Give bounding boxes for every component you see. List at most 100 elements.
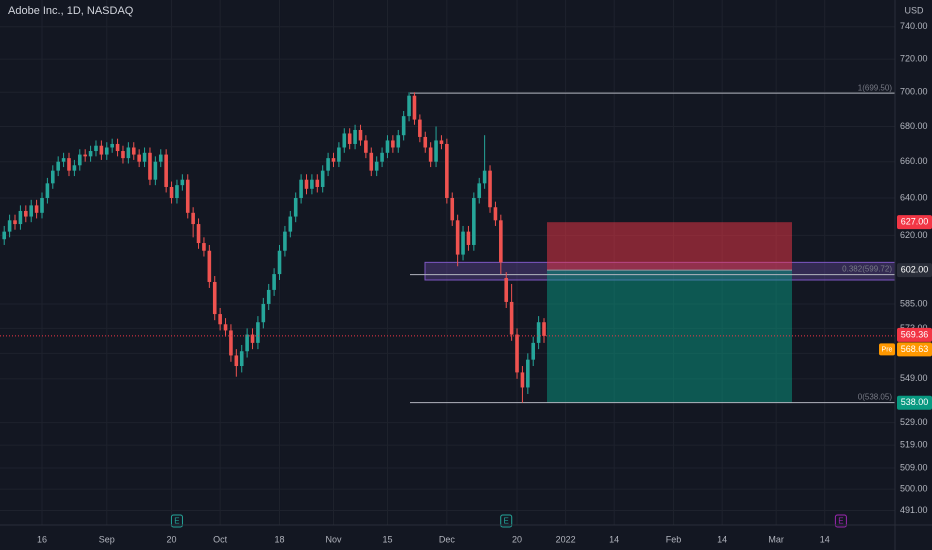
target-zone (547, 270, 792, 403)
candle-body (272, 274, 276, 290)
fib-label: 0.382(599.72) (842, 265, 892, 274)
candle-body (104, 147, 109, 155)
event-marker (170, 514, 183, 528)
candle-body (310, 179, 314, 189)
candle-body (482, 170, 487, 184)
event-label: E (504, 517, 509, 526)
candle-body (358, 129, 363, 141)
candle-body (169, 186, 174, 198)
candle-body (472, 197, 476, 245)
candle-body (493, 207, 498, 221)
candle-body (353, 129, 357, 144)
candle-body (488, 170, 492, 208)
x-tick-label: Nov (325, 534, 342, 544)
candle-body (121, 151, 125, 159)
candle-body (288, 216, 293, 232)
y-tick-label: 700.00 (900, 87, 928, 97)
y-tick-label: 640.00 (900, 192, 928, 202)
candle-body (223, 324, 228, 331)
y-tick-label: 585.00 (900, 298, 928, 308)
candle-body (34, 205, 39, 213)
candle-body (504, 278, 509, 302)
candle-body (148, 152, 152, 180)
candle-body (445, 143, 449, 198)
candle-body (461, 231, 465, 255)
candle-body (315, 179, 320, 187)
price-label-box (897, 263, 932, 278)
x-tick-label: 14 (609, 534, 619, 544)
candle-body (374, 161, 379, 171)
x-tick-label: Mar (768, 534, 784, 544)
candle-body (207, 250, 212, 282)
y-tick-label: 549.00 (900, 373, 928, 383)
candle-body (401, 116, 406, 136)
candle-body (137, 154, 141, 162)
candle-body (283, 231, 287, 251)
candle-body (326, 158, 330, 171)
candle-body (515, 334, 519, 373)
candle-body (202, 243, 206, 251)
candle-body (428, 147, 433, 162)
candle-body (536, 322, 541, 343)
candle-body (304, 179, 309, 189)
price-label: 538.00 (901, 397, 929, 407)
candle-body (45, 183, 50, 198)
candle-body (115, 143, 120, 152)
x-tick-label: Dec (439, 534, 456, 544)
x-tick-label: 2022 (556, 534, 576, 544)
candle-body (466, 231, 471, 245)
candle-body (239, 351, 244, 367)
candle-body (293, 197, 298, 217)
candle-body (342, 133, 347, 148)
candle-body (13, 220, 17, 225)
x-tick-label: 20 (167, 534, 177, 544)
event-marker (500, 514, 513, 528)
candle-body (110, 143, 114, 148)
candle-body (234, 355, 239, 367)
y-tick-label: 491.00 (900, 505, 928, 515)
pre-tag: Pre (882, 346, 893, 353)
candle-body (347, 133, 352, 144)
y-tick-label: 509.00 (900, 462, 928, 472)
y-tick-label: 720.00 (900, 53, 928, 63)
candle-body (423, 136, 428, 148)
y-tick-label: 680.00 (900, 121, 928, 131)
candle-body (277, 250, 282, 275)
candle-body (418, 119, 422, 137)
candle-body (380, 152, 384, 162)
candle-body (250, 334, 255, 343)
candle-body (331, 158, 336, 162)
candle-body (77, 154, 82, 166)
candle-body (337, 147, 341, 162)
candle-body (261, 303, 266, 323)
candle-body (175, 185, 179, 198)
candle-body (364, 140, 368, 153)
candle-body (396, 135, 401, 148)
candle-body (385, 140, 390, 153)
stop-zone (547, 222, 792, 271)
event-label: E (174, 517, 179, 526)
event-label: E (838, 517, 843, 526)
candle-body (407, 95, 411, 117)
pre-tag-box (879, 343, 895, 356)
candle-body (72, 165, 77, 171)
candle-body (412, 95, 417, 120)
y-tick-label: 660.00 (900, 156, 928, 166)
candle-body (391, 140, 395, 148)
candle-body (56, 161, 60, 171)
price-label-box (897, 395, 932, 410)
price-label: 602.00 (901, 265, 929, 275)
candle-body (526, 359, 530, 388)
candle-body (131, 147, 136, 155)
event-marker (834, 514, 847, 528)
price-label-box (897, 215, 932, 230)
candle-body (7, 220, 12, 232)
candle-body (450, 197, 455, 221)
price-label: 569.36 (901, 329, 929, 339)
candle-body (153, 161, 158, 180)
candle-body (185, 179, 190, 213)
candle-body (520, 372, 525, 388)
price-label-box (897, 342, 932, 357)
x-tick-label: Oct (213, 534, 228, 544)
